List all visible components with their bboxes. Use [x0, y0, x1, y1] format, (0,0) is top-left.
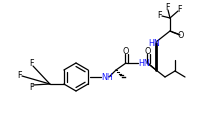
Text: O: O	[178, 32, 184, 41]
Text: O: O	[123, 47, 129, 55]
Text: F: F	[30, 82, 34, 92]
Text: F: F	[30, 59, 34, 68]
Text: F: F	[178, 5, 182, 14]
Text: F: F	[166, 3, 170, 11]
Text: HN: HN	[138, 59, 150, 68]
Text: HN: HN	[148, 38, 160, 47]
Text: O: O	[145, 47, 151, 55]
Text: F: F	[157, 11, 161, 20]
Text: F: F	[17, 72, 21, 80]
Text: NH: NH	[101, 72, 113, 82]
